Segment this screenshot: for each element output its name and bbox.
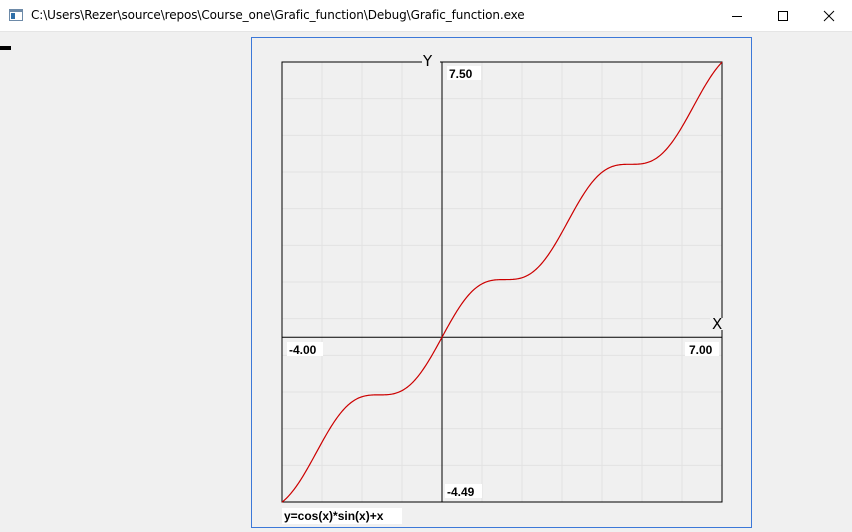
maximize-button[interactable]	[760, 0, 806, 31]
maximize-icon	[778, 10, 788, 21]
function-curve	[281, 61, 723, 503]
close-button[interactable]	[806, 0, 852, 31]
console-app-icon	[9, 9, 23, 21]
y-max-label-bg	[447, 66, 481, 80]
x-axis-name: X	[712, 315, 722, 333]
window-title: C:\Users\Rezer\source\repos\Course_one\G…	[31, 8, 525, 22]
x-max-label-bg	[685, 342, 719, 356]
minimize-button[interactable]	[714, 0, 760, 31]
graph-frame: Y X 7.50 -4.00 7.00 -4.49 y=cos(x)*sin(x…	[251, 37, 752, 528]
function-plot: Y X 7.50 -4.00 7.00 -4.49 y=cos(x)*sin(x…	[281, 52, 724, 524]
y-axis-name: Y	[422, 52, 433, 70]
minimize-icon	[732, 15, 742, 17]
grid-lines	[282, 62, 722, 502]
plot-border	[281, 61, 723, 503]
close-icon	[823, 10, 835, 21]
x-min-label-bg	[287, 342, 323, 356]
console-cursor	[0, 46, 11, 50]
y-min-label: -4.49	[447, 485, 475, 499]
y-min-label-bg	[445, 484, 482, 498]
y-max-label: 7.50	[449, 67, 473, 81]
title-bar: C:\Users\Rezer\source\repos\Course_one\G…	[0, 0, 852, 32]
x-axis-name-bg	[710, 318, 724, 330]
y-axis-name-bg	[422, 56, 440, 68]
formula-label: y=cos(x)*sin(x)+x	[284, 509, 384, 523]
formula-label-bg	[282, 508, 402, 524]
x-min-label: -4.00	[289, 343, 317, 357]
x-max-label: 7.00	[689, 343, 713, 357]
